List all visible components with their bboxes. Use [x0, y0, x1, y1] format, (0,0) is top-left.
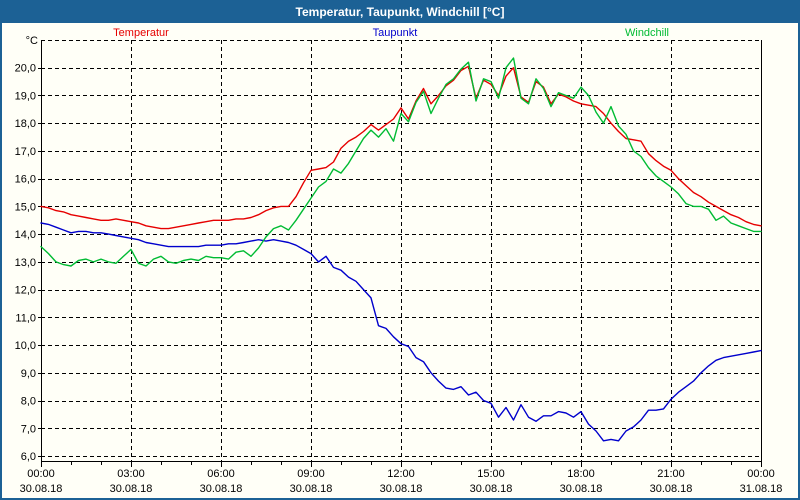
- y-axis-tick-label: 9,0: [21, 368, 36, 380]
- x-axis-time-label: 09:00: [297, 468, 325, 480]
- x-axis-date-label: 30.08.18: [290, 483, 333, 495]
- gridlines: [41, 40, 761, 461]
- series-taupunkt-line: [40, 222, 762, 442]
- title-bar: Temperatur, Taupunkt, Windchill [°C]: [2, 2, 798, 23]
- axes: [38, 40, 762, 467]
- y-axis-tick-label: 13,0: [15, 257, 36, 269]
- x-axis-time-label: 21:00: [657, 468, 685, 480]
- y-axis-tick-label: 7,0: [21, 423, 36, 435]
- y-axis-tick-label: 12,0: [15, 285, 36, 297]
- x-axis-time-label: 00:00: [27, 468, 55, 480]
- x-axis-date-label: 30.08.18: [200, 483, 243, 495]
- x-axis-date-label: 30.08.18: [20, 483, 63, 495]
- y-axis-tick-label: 14,0: [15, 229, 36, 241]
- y-axis-tick-label: 16,0: [15, 174, 36, 186]
- series-windchill-line: [40, 57, 762, 267]
- window-title: Temperatur, Taupunkt, Windchill [°C]: [295, 5, 505, 19]
- x-axis-time-label: 12:00: [387, 468, 415, 480]
- y-axis-tick-label: 8,0: [21, 396, 36, 408]
- x-axis-time-label: 18:00: [567, 468, 595, 480]
- x-axis-date-label: 31.08.18: [740, 483, 783, 495]
- x-axis-date-label: 30.08.18: [560, 483, 603, 495]
- series-temperatur-line: [40, 65, 762, 230]
- y-axis-tick-label: 17,0: [15, 146, 36, 158]
- y-axis-tick-label: 11,0: [15, 312, 36, 324]
- x-axis-date-label: 30.08.18: [650, 483, 693, 495]
- legend-item-windchill: Windchill: [624, 27, 670, 39]
- x-axis-time-label: 15:00: [477, 468, 505, 480]
- y-axis-tick-label: 15,0: [15, 201, 36, 213]
- y-axis-tick-label: 6,0: [21, 451, 36, 463]
- y-axis-tick-label: 10,0: [15, 340, 36, 352]
- legend-item-temperatur: Temperatur: [113, 27, 169, 39]
- x-axis-date-label: 30.08.18: [110, 483, 153, 495]
- y-axis-unit-label: °C: [25, 35, 38, 47]
- legend-item-taupunkt: Taupunkt: [372, 27, 418, 39]
- x-axis-time-label: 00:00: [747, 468, 775, 480]
- y-axis-tick-label: 18,0: [15, 118, 36, 130]
- axis-labels: 20,0 19,0 18,0 17,0 16,0 15,0 14,0 13,0 12,0 11,0…: [15, 63, 783, 495]
- x-axis-date-label: 30.08.18: [380, 483, 423, 495]
- series-lines: [40, 57, 762, 442]
- x-axis-date-label: 30.08.18: [470, 483, 513, 495]
- y-axis-tick-label: 19,0: [15, 90, 36, 102]
- x-axis-time-label: 06:00: [207, 468, 235, 480]
- y-axis-tick-label: 20,0: [15, 63, 36, 75]
- x-axis-time-label: 03:00: [117, 468, 145, 480]
